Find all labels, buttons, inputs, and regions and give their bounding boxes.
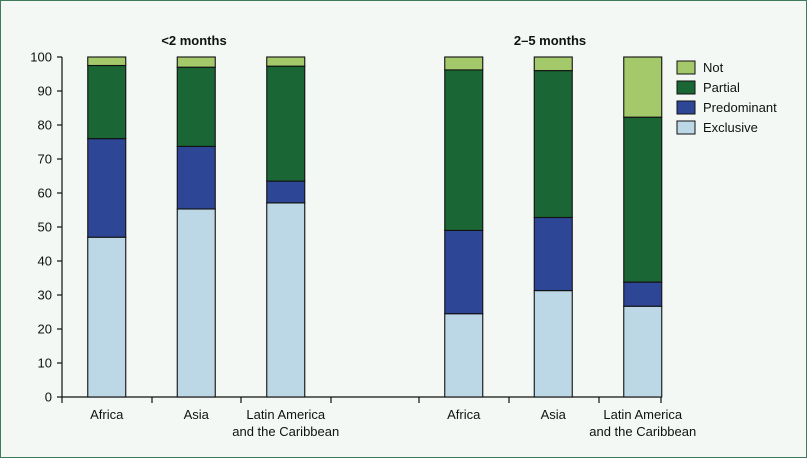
bar-segment-partial	[623, 116, 663, 283]
bar-segment-exclusive	[533, 290, 573, 398]
legend-label-predominant: Predominant	[703, 100, 777, 115]
y-tick-label: 50	[38, 220, 52, 235]
bar-segment-partial	[87, 64, 127, 140]
bars	[87, 56, 663, 398]
bar-segment-partial	[266, 65, 306, 182]
legend-swatch-exclusive	[676, 120, 696, 135]
legend-label-not: Not	[703, 60, 724, 75]
legend-swatch-partial	[676, 80, 696, 95]
x-category-label: Africa	[447, 407, 481, 422]
legend-label-partial: Partial	[703, 80, 740, 95]
x-category-label: Africa	[90, 407, 124, 422]
x-category-label: Asia	[541, 407, 567, 422]
y-tick-label: 0	[45, 390, 52, 405]
panel-title: <2 months	[161, 33, 226, 48]
legend: Not Partial Predominant Exclusive	[676, 60, 777, 135]
bar-segment-not	[444, 56, 484, 71]
bar-segment-partial	[533, 70, 573, 219]
bar-segment-not	[623, 56, 663, 118]
panel-title: 2–5 months	[514, 33, 586, 48]
x-category-label: Asia	[184, 407, 210, 422]
y-tick-label: 40	[38, 254, 52, 269]
bar-segment-partial	[176, 66, 216, 147]
bar-segment-predominant	[176, 145, 216, 210]
axes: 0 10 20 30 40 50 60 70 80 90 100	[30, 50, 662, 405]
legend-swatch-not	[676, 60, 696, 75]
bar-segment-not	[87, 56, 127, 67]
bar-segment-not	[533, 56, 573, 72]
bar-segment-predominant	[444, 229, 484, 315]
y-tick-label: 10	[38, 356, 52, 371]
bar-segment-not	[266, 56, 306, 67]
bar-segment-predominant	[87, 138, 127, 238]
y-tick-label: 90	[38, 84, 52, 99]
y-tick-label: 80	[38, 118, 52, 133]
x-category-label: Latin America	[603, 407, 683, 422]
bar-segment-predominant	[623, 281, 663, 307]
x-category-label: and the Caribbean	[232, 424, 339, 439]
legend-label-exclusive: Exclusive	[703, 120, 758, 135]
legend-swatch-predominant	[676, 100, 696, 115]
y-tick-label: 100	[30, 50, 52, 65]
bar-segment-predominant	[266, 180, 306, 204]
bar-segment-exclusive	[266, 202, 306, 398]
y-tick-label: 20	[38, 322, 52, 337]
bar-segment-exclusive	[87, 236, 127, 398]
y-tick-label: 70	[38, 152, 52, 167]
x-category-label: and the Caribbean	[589, 424, 696, 439]
x-category-label: Latin America	[246, 407, 326, 422]
bar-segment-partial	[444, 69, 484, 231]
labels: <2 months Africa Asia Latin America and the …	[90, 33, 696, 439]
y-tick-label: 30	[38, 288, 52, 303]
bar-segment-exclusive	[623, 305, 663, 398]
bar-segment-predominant	[533, 216, 573, 292]
bar-segment-not	[176, 56, 216, 68]
bar-segment-exclusive	[444, 313, 484, 398]
bar-segment-exclusive	[176, 208, 216, 398]
y-tick-label: 60	[38, 186, 52, 201]
